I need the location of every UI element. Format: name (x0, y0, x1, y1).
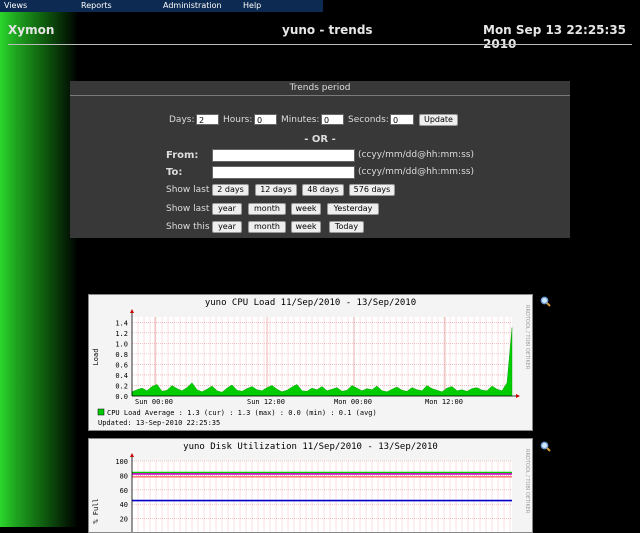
disk-utilization-graph[interactable]: yuno Disk Utilization 11/Sep/2010 - 13/S… (88, 438, 533, 533)
y-tick-label: 1.0 (115, 340, 128, 348)
update-button[interactable]: Update (419, 114, 458, 126)
disk-graph-plot: 100 80 60 40 20 % Full RRDTOOL / TOBI OETIKER (92, 449, 530, 532)
cpu-updated: Updated: 13-Sep-2010 22:25:35 (98, 419, 220, 427)
last-576-days-button[interactable]: 576 days (349, 184, 395, 196)
show-this-label: Show this (166, 222, 210, 232)
menu-administration[interactable]: Administration (163, 1, 222, 10)
cpu-graph-plot: 1.4 1.2 1.0 0.8 0.6 0.4 0.2 0.0 Sun 00:00 Sun 12:… (92, 305, 530, 427)
hours-input[interactable]: 0 (254, 114, 277, 125)
days-input[interactable]: 2 (196, 114, 219, 125)
y-axis-arrow (130, 309, 134, 313)
hours-label: Hours: (223, 115, 253, 125)
y-tick-label: 20 (120, 516, 128, 524)
y-tick-label: 0.0 (115, 393, 128, 401)
menu-help[interactable]: Help (243, 1, 262, 10)
x-tick-label: Mon 00:00 (334, 398, 372, 406)
last-week-button[interactable]: week (291, 203, 321, 215)
cpu-graph-title: yuno CPU Load 11/Sep/2010 - 13/Sep/2010 (204, 298, 417, 308)
to-label: To: (166, 167, 183, 178)
x-axis-arrow (516, 394, 520, 398)
y-tick-label: 100 (115, 458, 128, 466)
y-tick-label: 40 (120, 501, 128, 509)
brand-logo[interactable]: Xymon (8, 23, 55, 37)
yesterday-button[interactable]: Yesterday (327, 203, 379, 215)
today-button[interactable]: Today (329, 221, 364, 233)
from-format-hint: (ccyy/mm/dd@hh:mm:ss) (358, 150, 474, 160)
last-12-days-button[interactable]: 12 days (255, 184, 297, 196)
x-tick-label: Sun 00:00 (135, 398, 173, 406)
trends-period-title: Trends period (70, 81, 570, 96)
last-month-button[interactable]: month (248, 203, 286, 215)
to-input[interactable] (212, 166, 355, 179)
y-tick-label: 60 (120, 487, 128, 495)
y-tick-label: 0.4 (115, 372, 128, 380)
left-gradient-bar (0, 12, 78, 527)
seconds-input[interactable]: 0 (390, 114, 414, 125)
cpu-ylabel: Load (92, 349, 100, 366)
header-datetime: Mon Sep 13 22:25:35 2010 (483, 23, 627, 51)
y-tick-label: 1.4 (115, 319, 128, 327)
zoom-icon[interactable] (540, 441, 551, 452)
menu-reports[interactable]: Reports (81, 1, 112, 10)
rrdtool-credit: RRDTOOL / TOBI OETIKER (524, 449, 530, 514)
zoom-icon[interactable] (540, 296, 551, 307)
or-separator: - OR - (304, 134, 336, 145)
from-label: From: (166, 150, 199, 161)
to-format-hint: (ccyy/mm/dd@hh:mm:ss) (358, 167, 474, 177)
disk-graph-title: yuno Disk Utilization 11/Sep/2010 - 13/S… (183, 442, 438, 452)
last-48-days-button[interactable]: 48 days (302, 184, 344, 196)
from-input[interactable] (212, 149, 355, 162)
show-last-period-label: Show last (166, 204, 210, 214)
menu-views[interactable]: Views (4, 1, 28, 10)
cpu-load-graph[interactable]: yuno CPU Load 11/Sep/2010 - 13/Sep/2010 … (88, 294, 533, 431)
page-title: yuno - trends (282, 23, 373, 37)
disk-ylabel: % Full (92, 498, 100, 523)
cpu-plot-area (132, 317, 512, 396)
legend-swatch (97, 408, 105, 416)
last-2-days-button[interactable]: 2 days (212, 184, 249, 196)
show-last-label: Show last (166, 185, 210, 195)
y-tick-label: 0.2 (115, 382, 128, 390)
rrdtool-credit: RRDTOOL / TOBI OETIKER (524, 305, 530, 370)
y-tick-label: 1.2 (115, 330, 128, 338)
minutes-input[interactable]: 0 (321, 114, 344, 125)
cpu-legend: CPU Load Average : 1.3 (cur) : 1.3 (max)… (107, 409, 377, 417)
y-tick-label: 0.6 (115, 361, 128, 369)
x-tick-label: Sun 12:00 (247, 398, 285, 406)
minutes-label: Minutes: (281, 115, 320, 125)
cpu-load-area (131, 327, 513, 397)
seconds-label: Seconds: (348, 115, 389, 125)
y-tick-label: 80 (120, 472, 128, 480)
trends-period-panel: Trends period Days: 2 Hours: 0 Minutes: … (70, 81, 570, 238)
this-year-button[interactable]: year (212, 221, 242, 233)
last-year-button[interactable]: year (212, 203, 242, 215)
menu-bar: Views Reports Administration Help (0, 0, 323, 12)
x-tick-label: Mon 12:00 (425, 398, 463, 406)
y-tick-label: 0.8 (115, 351, 128, 359)
this-month-button[interactable]: month (248, 221, 286, 233)
y-axis-arrow (130, 453, 134, 457)
header-divider (8, 44, 632, 45)
this-week-button[interactable]: week (291, 221, 321, 233)
days-label: Days: (169, 115, 195, 125)
